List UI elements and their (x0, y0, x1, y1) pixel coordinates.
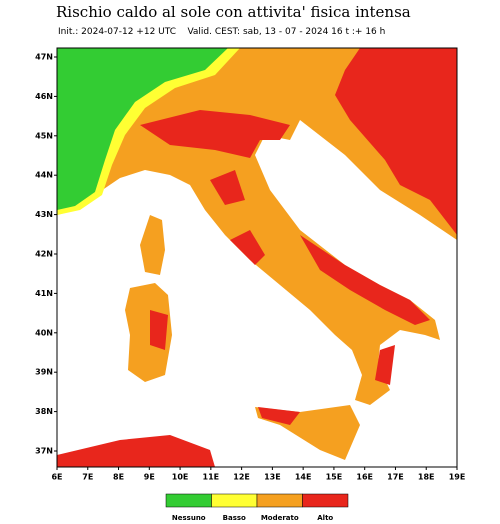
lon-label: 12E (233, 473, 250, 482)
lon-label: 11E (203, 473, 220, 482)
lat-label: 45N (35, 131, 53, 140)
lat-label: 44N (35, 171, 53, 180)
lon-label: 8E (113, 473, 124, 482)
high-zone (230, 230, 265, 265)
lon-label: 13E (264, 473, 281, 482)
lon-label: 9E (144, 473, 155, 482)
lat-label: 38N (35, 407, 53, 416)
lon-label: 18E (418, 473, 435, 482)
legend-swatch (256, 493, 303, 508)
map (56, 47, 458, 468)
lat-label: 43N (35, 210, 53, 219)
lat-label: 46N (35, 92, 53, 101)
legend-label: Basso (223, 514, 246, 522)
legend-swatch (302, 493, 349, 508)
title: Rischio caldo al sole con attivita' fisi… (56, 3, 411, 21)
high-zone (375, 345, 395, 385)
legend-swatch (211, 493, 258, 508)
map-frame (56, 47, 458, 468)
legend-label: Moderato (261, 514, 299, 522)
lat-label: 47N (35, 53, 53, 62)
high-zone (150, 310, 168, 350)
legend-swatch (165, 493, 212, 508)
legend: Nessuno Basso Moderato Alto (165, 493, 349, 522)
high-zone (335, 48, 457, 235)
lon-label: 16E (356, 473, 373, 482)
none-zone (57, 48, 228, 210)
corsica (140, 215, 165, 275)
lon-label: 6E (51, 473, 62, 482)
high-zone (210, 170, 245, 205)
lon-label: 10E (172, 473, 189, 482)
legend-label: Alto (317, 514, 333, 522)
high-zone (140, 110, 290, 158)
africa (57, 435, 215, 467)
lat-label: 40N (35, 328, 53, 337)
lon-label: 19E (449, 473, 466, 482)
subtitle: Init.: 2024-07-12 +12 UTC Valid. CEST: s… (58, 27, 385, 37)
axes: 47N 46N 45N 44N 43N 42N 41N 40N 39N 38N 37N 6E 7E 8E 9… (35, 53, 465, 482)
lon-label: 17E (387, 473, 404, 482)
lat-label: 39N (35, 368, 53, 377)
lon-label: 15E (326, 473, 343, 482)
high-zone (300, 235, 430, 325)
lat-label: 41N (35, 289, 53, 298)
sardinia (125, 283, 172, 382)
lon-label: 7E (82, 473, 93, 482)
legend-label: Nessuno (172, 514, 206, 522)
land (57, 48, 457, 405)
high-zone (258, 407, 300, 425)
lon-label: 14E (295, 473, 312, 482)
lat-label: 37N (35, 447, 53, 456)
lat-label: 42N (35, 250, 53, 259)
